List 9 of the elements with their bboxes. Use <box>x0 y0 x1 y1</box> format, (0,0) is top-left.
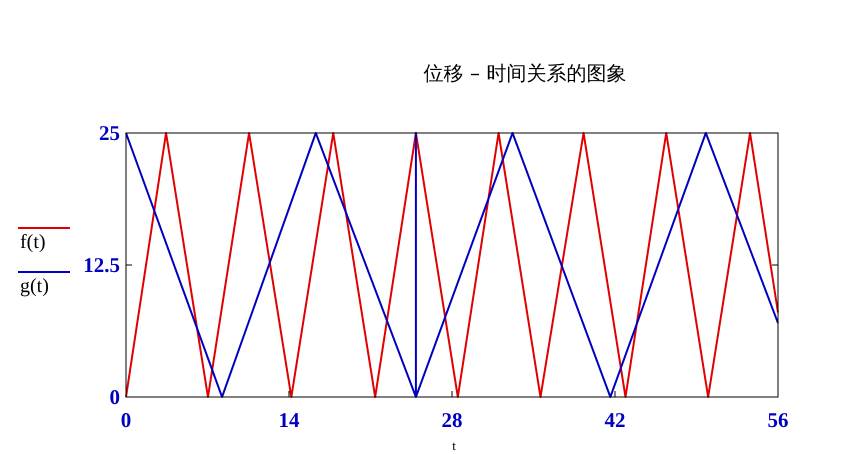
x-axis-title: t <box>452 438 456 453</box>
y-tick-label: 25 <box>99 121 120 145</box>
x-tick-label: 56 <box>768 408 788 432</box>
y-tick-label: 0 <box>110 385 120 409</box>
x-tick-label: 42 <box>604 408 626 432</box>
chart-title: 位移 – 时间关系的图象 <box>424 61 626 85</box>
y-tick-label: 12.5 <box>83 253 120 277</box>
x-tick-label: 14 <box>278 408 300 432</box>
x-tick-label: 28 <box>442 408 462 432</box>
